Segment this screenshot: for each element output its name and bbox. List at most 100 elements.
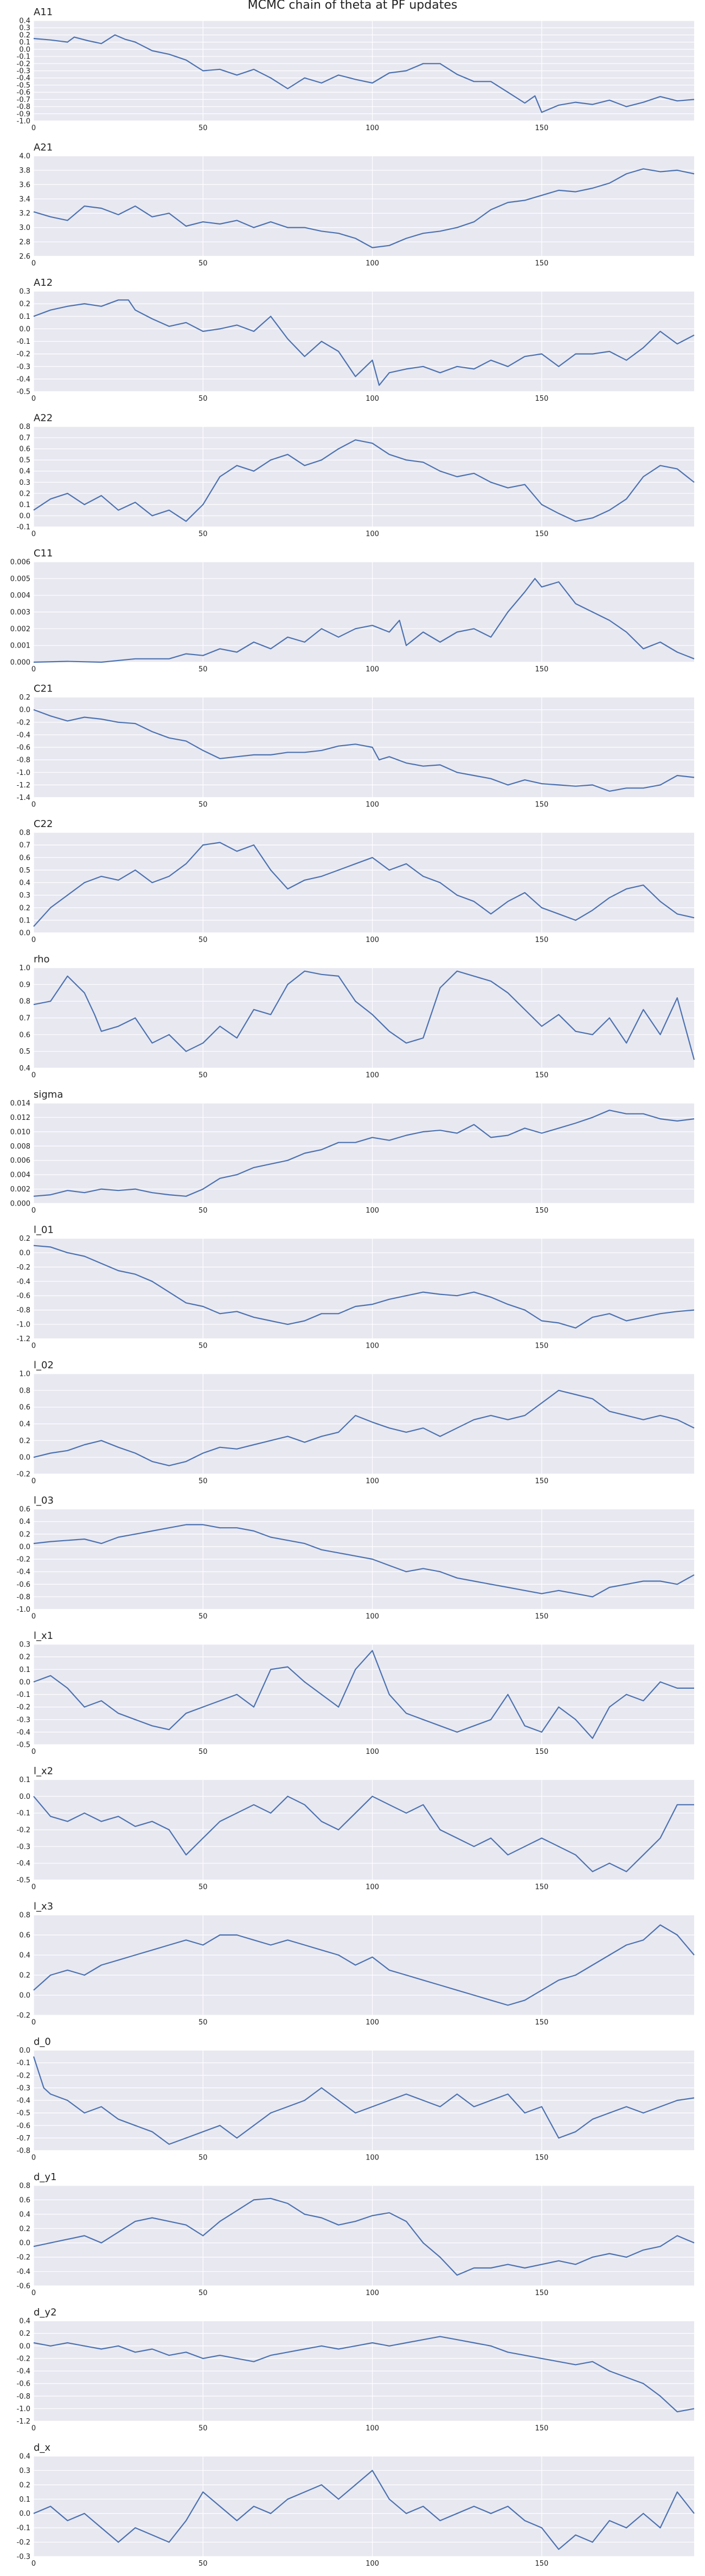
- y-tick-label: 0.1: [19, 917, 30, 925]
- y-tick-label: 0.9: [19, 981, 30, 989]
- y-tick-label: -0.2: [17, 60, 30, 68]
- y-tick-label: -0.1: [17, 338, 30, 346]
- plot-area: [34, 1915, 694, 2015]
- y-tick-label: -0.1: [17, 2524, 30, 2533]
- y-tick-label: -0.5: [17, 2110, 30, 2118]
- panel-a12: A12 0.3 0.2 0.1 0.0 -0.1 -0.2 -0.3 -0.4 -0.50 50 10…: [17, 277, 695, 403]
- y-tick-label: 1.0: [19, 964, 30, 972]
- y-tick-label: 0.8: [19, 998, 30, 1006]
- trace-line: [33, 2336, 695, 2413]
- x-tick-label: 100: [366, 1207, 379, 1215]
- x-tick-label: 0: [31, 260, 36, 268]
- y-tick-label: -1.0: [17, 2405, 30, 2413]
- y-tick-label: -0.8: [17, 757, 30, 765]
- panel-d-y2: d_y2 0.4 0.2 0.0 -0.2 -0.4 -0.6 -0.8 -1.0 -1.20 50…: [17, 2307, 695, 2433]
- y-tick-label: 0.0: [19, 512, 30, 520]
- y-tick-label: 0.6: [19, 445, 30, 453]
- y-tick-label: 0.7: [19, 842, 30, 850]
- y-tick-label: 0.2: [19, 31, 30, 40]
- y-tick-label: -0.2: [17, 2539, 30, 2547]
- x-tick-label: 100: [366, 530, 379, 539]
- y-tick-label: -0.8: [17, 2147, 30, 2155]
- y-tick-label: -0.2: [17, 1264, 30, 1272]
- y-tick-label: -0.2: [17, 1471, 30, 1479]
- y-tick-label: 0.3: [19, 892, 30, 900]
- y-tick-label: -0.1: [17, 1691, 30, 1699]
- x-tick-label: 100: [366, 1072, 379, 1080]
- y-tick-label: 0.6: [19, 1505, 30, 1514]
- panel-sigma: sigma 0.014 0.012 0.010 0.008 0.006 0.004 0.002…: [10, 1089, 695, 1215]
- y-tick-label: -0.8: [17, 1306, 30, 1315]
- y-tick-label: 0.0: [19, 1454, 30, 1462]
- x-tick-label: 150: [535, 1072, 549, 1080]
- y-tick-label: -0.1: [17, 1810, 30, 1818]
- x-tick-label: 100: [366, 665, 379, 674]
- panel-a22: A22 0.8 0.7 0.6 0.5 0.4 0.3 0.2 0.1 0.0 -0.10 50 100…: [17, 413, 695, 539]
- x-tick-label: 50: [198, 665, 208, 674]
- y-tick-label: 0.0: [19, 2239, 30, 2247]
- x-tick-label: 150: [535, 2560, 549, 2568]
- x-tick-label: 0: [31, 2018, 36, 2027]
- y-tick-label: 0.7: [19, 434, 30, 443]
- panel-title: l_03: [34, 1495, 54, 1507]
- panel-l-x2: l_x2 0.1 0.0 -0.1 -0.2 -0.3 -0.4 -0.50 50 100 150: [17, 1766, 694, 1892]
- y-tick-label: 0.0: [19, 325, 30, 334]
- y-tick-label: -0.1: [17, 523, 30, 531]
- y-tick-label: 0.8: [19, 2182, 30, 2190]
- y-tick-label: 0.006: [10, 1157, 30, 1165]
- plot-area: [34, 1103, 694, 1203]
- y-tick-label: 4.0: [19, 152, 30, 161]
- x-tick-label: 50: [198, 1207, 208, 1215]
- x-tick-label: 100: [366, 1748, 379, 1756]
- x-tick-label: 0: [31, 1072, 36, 1080]
- y-tick-label: 0.8: [19, 1912, 30, 1920]
- y-tick-label: -0.4: [17, 1728, 30, 1736]
- y-tick-label: 0.8: [19, 829, 30, 837]
- y-tick-label: -0.3: [17, 1843, 30, 1851]
- y-tick-label: -0.2: [17, 2072, 30, 2080]
- x-tick-label: 150: [535, 530, 549, 539]
- y-tick-label: 0.0: [19, 2047, 30, 2055]
- x-tick-label: 50: [198, 124, 208, 132]
- y-tick-label: 0.5: [19, 1048, 30, 1056]
- y-tick-label: 0.8: [19, 423, 30, 431]
- y-tick-label: -0.6: [17, 89, 30, 97]
- x-tick-label: 150: [535, 1207, 549, 1215]
- y-tick-label: 0.1: [19, 501, 30, 509]
- x-tick-label: 0: [31, 1207, 36, 1215]
- y-tick-label: 0.001: [10, 642, 30, 650]
- y-tick-label: -0.1: [17, 2059, 30, 2067]
- y-tick-label: 0.2: [19, 1437, 30, 1445]
- x-tick-label: 0: [31, 2425, 36, 2433]
- y-tick-label: 0.4: [19, 2210, 30, 2219]
- x-tick-label: 100: [366, 395, 379, 403]
- x-tick-label: 100: [366, 2560, 379, 2568]
- y-tick-label: -0.5: [17, 388, 30, 396]
- y-tick-label: 0.2: [19, 2330, 30, 2338]
- y-tick-label: 0.1: [19, 313, 30, 321]
- y-tick-label: 0.014: [10, 1100, 30, 1108]
- y-tick-label: 1.0: [19, 1370, 30, 1379]
- y-tick-label: 3.4: [19, 195, 30, 203]
- y-tick-label: 0.002: [10, 625, 30, 633]
- y-tick-label: 0.3: [19, 24, 30, 33]
- x-tick-label: 150: [535, 2289, 549, 2297]
- y-tick-label: -1.2: [17, 2418, 30, 2426]
- y-tick-label: 0.2: [19, 1972, 30, 1980]
- panel-title: C21: [34, 683, 53, 695]
- plot-area: [34, 1238, 694, 1339]
- y-tick-label: -0.2: [17, 2254, 30, 2262]
- y-tick-label: -0.9: [17, 110, 30, 118]
- y-tick-label: 0.2: [19, 1654, 30, 1662]
- y-tick-label: -1.2: [17, 781, 30, 790]
- x-tick-label: 0: [31, 1883, 36, 1892]
- x-tick-label: 150: [535, 2018, 549, 2027]
- y-tick-label: 0.3: [19, 2467, 30, 2475]
- y-tick-label: 0.0: [19, 706, 30, 714]
- x-tick-label: 50: [198, 2560, 208, 2568]
- y-tick-label: 0.2: [19, 2225, 30, 2233]
- trace-line: [33, 1796, 694, 1873]
- y-tick-label: 0.0: [19, 1249, 30, 1257]
- y-tick-label: -0.5: [17, 81, 30, 89]
